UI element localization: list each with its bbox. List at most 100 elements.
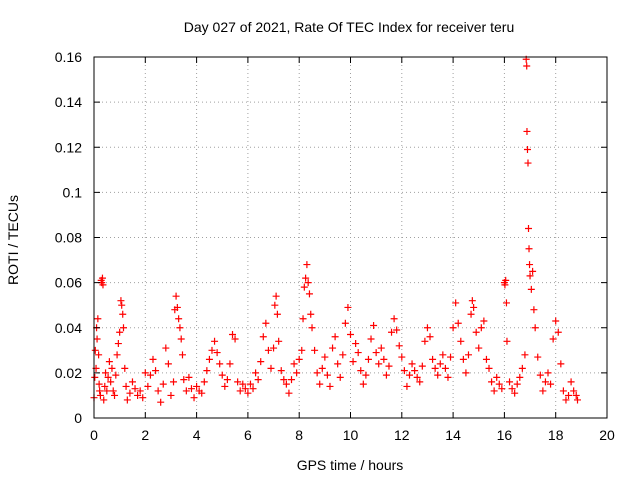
data-point bbox=[439, 351, 447, 359]
data-point bbox=[393, 326, 401, 334]
y-tick-label: 0.02 bbox=[55, 365, 82, 381]
y-tick-label: 0.1 bbox=[63, 184, 83, 200]
data-point bbox=[357, 367, 365, 375]
data-point bbox=[241, 385, 249, 393]
data-point bbox=[470, 303, 478, 311]
data-point bbox=[239, 380, 247, 388]
data-point bbox=[139, 394, 147, 402]
data-point bbox=[198, 389, 206, 397]
data-point bbox=[213, 349, 221, 357]
data-point bbox=[354, 349, 362, 357]
data-point bbox=[123, 396, 131, 404]
data-point bbox=[149, 355, 157, 363]
data-point bbox=[218, 371, 226, 379]
data-point bbox=[299, 315, 307, 323]
data-point bbox=[536, 371, 544, 379]
data-point bbox=[318, 364, 326, 372]
y-tick-label: 0.12 bbox=[55, 139, 82, 155]
data-point bbox=[313, 369, 321, 377]
data-point bbox=[502, 276, 510, 284]
data-point bbox=[508, 385, 516, 393]
data-point bbox=[252, 369, 260, 377]
x-axis-label: GPS time / hours bbox=[297, 457, 404, 473]
data-point bbox=[480, 317, 488, 325]
data-point bbox=[452, 299, 460, 307]
data-point bbox=[567, 378, 575, 386]
data-point bbox=[290, 360, 298, 368]
data-point bbox=[395, 342, 403, 350]
data-point bbox=[485, 364, 493, 372]
data-point bbox=[372, 349, 380, 357]
data-point bbox=[304, 279, 312, 287]
data-point bbox=[180, 376, 188, 384]
data-point bbox=[382, 371, 390, 379]
data-point bbox=[95, 380, 103, 388]
x-tick-label: 4 bbox=[193, 427, 201, 443]
data-point bbox=[498, 385, 506, 393]
data-point bbox=[501, 281, 509, 289]
data-point bbox=[457, 337, 465, 345]
data-point bbox=[423, 324, 431, 332]
data-point bbox=[293, 369, 301, 377]
data-point bbox=[167, 391, 175, 399]
data-point bbox=[96, 387, 104, 395]
data-point bbox=[416, 378, 424, 386]
data-point bbox=[349, 358, 357, 366]
data-point bbox=[311, 346, 319, 354]
data-point bbox=[154, 387, 162, 395]
data-point bbox=[526, 272, 534, 280]
data-point bbox=[525, 224, 533, 232]
data-point bbox=[236, 387, 244, 395]
data-point bbox=[488, 378, 496, 386]
data-point bbox=[108, 364, 116, 372]
data-point bbox=[449, 324, 457, 332]
data-point bbox=[208, 346, 216, 354]
data-point bbox=[119, 310, 127, 318]
x-tick-label: 18 bbox=[548, 427, 564, 443]
x-tick-label: 14 bbox=[445, 427, 461, 443]
data-point bbox=[229, 331, 237, 339]
data-point bbox=[557, 360, 565, 368]
data-point bbox=[295, 355, 303, 363]
data-point bbox=[178, 351, 186, 359]
x-tick-label: 2 bbox=[141, 427, 149, 443]
data-point bbox=[200, 378, 208, 386]
data-point bbox=[285, 389, 293, 397]
data-point bbox=[187, 385, 195, 393]
data-point bbox=[91, 373, 99, 381]
data-point bbox=[405, 371, 413, 379]
data-point bbox=[527, 285, 535, 293]
data-point bbox=[477, 324, 485, 332]
data-point bbox=[152, 367, 160, 375]
data-point bbox=[341, 319, 349, 327]
data-point bbox=[390, 315, 398, 323]
data-point bbox=[523, 146, 531, 154]
data-point bbox=[122, 382, 130, 390]
data-point bbox=[523, 127, 531, 135]
data-point bbox=[388, 328, 396, 336]
data-point bbox=[109, 387, 117, 395]
data-point bbox=[436, 360, 444, 368]
y-axis-ticks: 0 0.02 0.04 0.06 0.08 0.1 0.12 0.14 0.16 bbox=[55, 49, 607, 426]
data-point bbox=[185, 373, 193, 381]
y-axis-label: ROTI / TECUs bbox=[5, 195, 21, 285]
data-point bbox=[104, 373, 112, 381]
data-point bbox=[91, 346, 99, 354]
data-point bbox=[513, 380, 521, 388]
data-point bbox=[95, 351, 103, 359]
data-point bbox=[271, 301, 279, 309]
data-point bbox=[334, 360, 342, 368]
x-axis-ticks: 0 2 4 6 8 10 12 14 16 18 20 bbox=[90, 57, 615, 443]
data-point bbox=[441, 364, 449, 372]
data-point bbox=[270, 344, 278, 352]
data-point bbox=[96, 391, 104, 399]
data-point bbox=[426, 333, 434, 341]
data-point bbox=[244, 389, 252, 397]
data-point bbox=[305, 290, 313, 298]
data-point bbox=[444, 373, 452, 381]
data-point bbox=[503, 337, 511, 345]
data-point bbox=[303, 261, 311, 269]
x-tick-label: 6 bbox=[244, 427, 252, 443]
data-point bbox=[572, 391, 580, 399]
data-point bbox=[121, 364, 129, 372]
